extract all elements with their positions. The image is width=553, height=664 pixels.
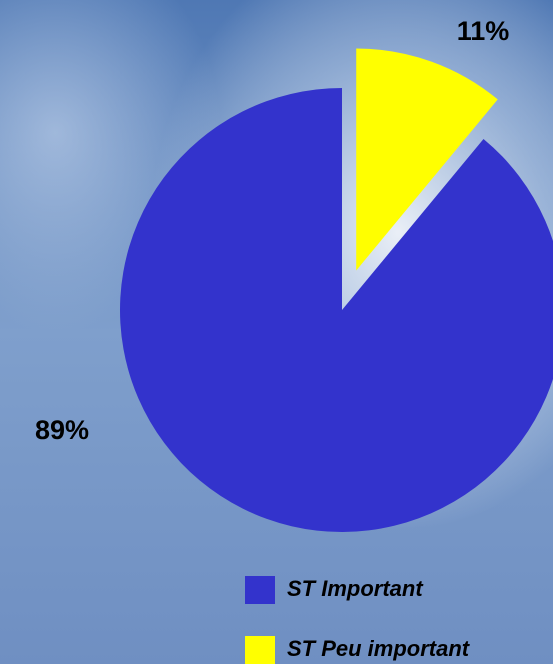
legend-label: ST Peu important	[287, 636, 471, 661]
pie-slice	[120, 88, 553, 532]
legend-swatch	[245, 576, 275, 604]
legend: ST Important ST Peu important	[245, 576, 471, 664]
pie: 11% 89%	[35, 16, 553, 532]
slice-label: 89%	[35, 415, 89, 445]
legend-swatch	[245, 636, 275, 664]
slice-label: 11%	[457, 16, 510, 46]
legend-label: ST Important	[287, 576, 424, 601]
pie-slice	[356, 48, 498, 271]
